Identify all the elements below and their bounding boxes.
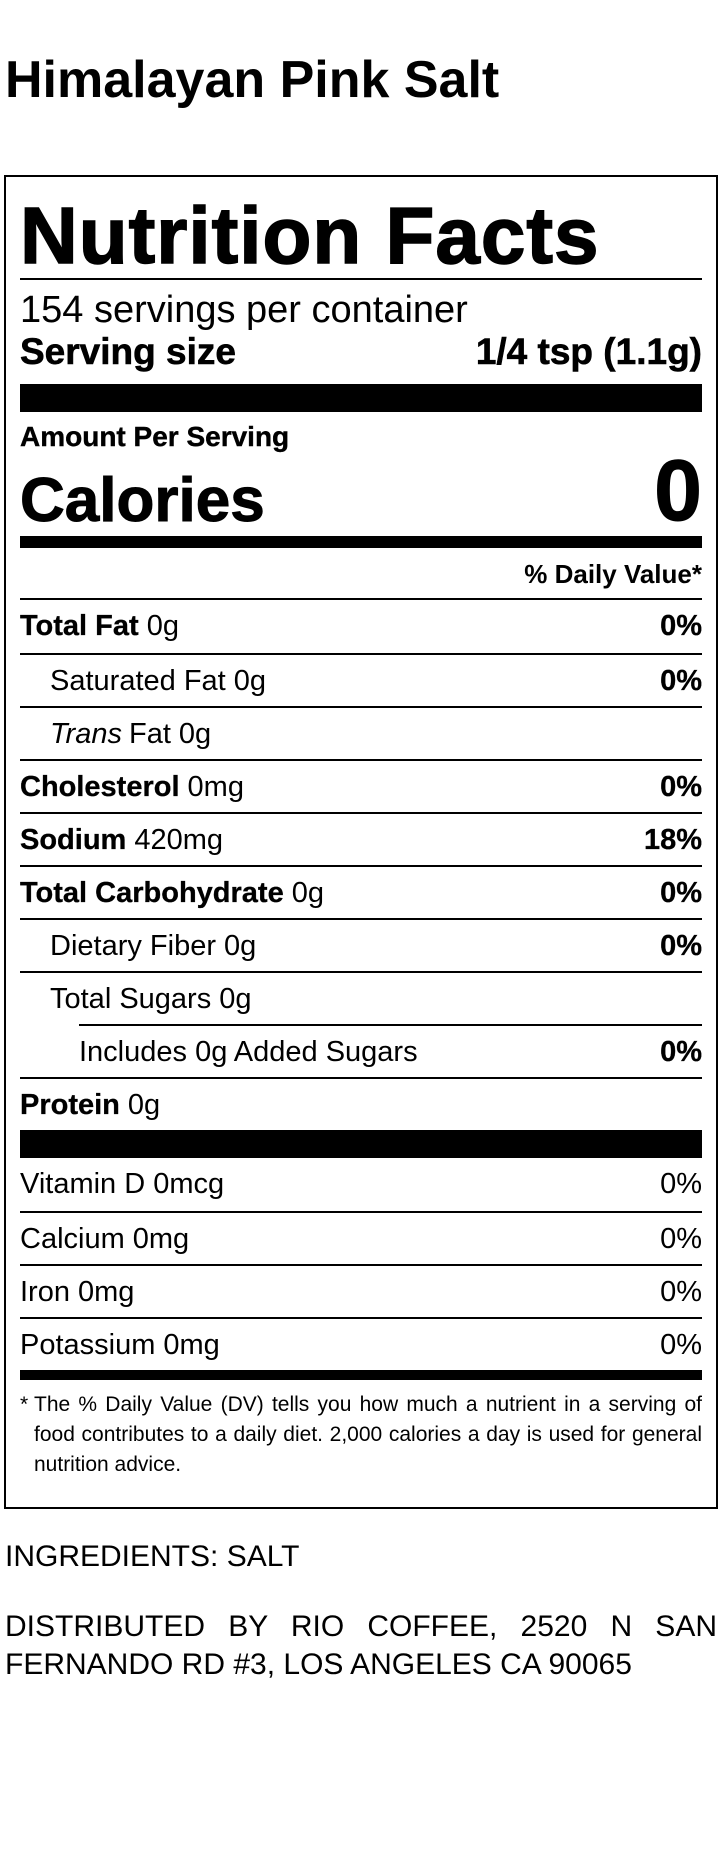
- nutrient-amount: 0g: [291, 877, 324, 909]
- nutrient: Dietary Fiber 0g: [20, 920, 256, 971]
- nutrient-amount: 0mg: [163, 1329, 220, 1361]
- nutrient-row: Trans Fat 0g: [20, 706, 702, 759]
- daily-value-header: % Daily Value*: [20, 548, 702, 600]
- label-heading: Nutrition Facts: [19, 177, 702, 281]
- daily-value: 0%: [660, 877, 702, 909]
- nutrient-amount: 0mg: [132, 1223, 190, 1255]
- nutrient: Cholesterol 0mg: [20, 761, 244, 812]
- nutrient-amount: 0mg: [187, 771, 244, 803]
- nutrient: Saturated Fat 0g: [20, 655, 266, 706]
- nutrient-row: Calcium 0mg 0%: [20, 1211, 702, 1264]
- daily-value: 0%: [660, 1276, 702, 1308]
- nutrient-name: Total Sugars: [50, 983, 212, 1015]
- amount-per-serving: Amount Per Serving: [20, 421, 290, 452]
- nutrient-name: Dietary Fiber: [50, 930, 216, 962]
- nutrient: Vitamin D 0mcg: [20, 1158, 224, 1211]
- nutrient: Trans Fat 0g: [20, 708, 211, 759]
- daily-value: 0%: [660, 665, 702, 697]
- product-title: Himalayan Pink Salt: [5, 51, 500, 109]
- nutrients: Total Fat 0g 0% Saturated Fat 0g 0% Trans Fat 0g…: [20, 600, 702, 1130]
- nutrient-amount: 0mg: [77, 1276, 135, 1308]
- divider: [20, 1130, 702, 1158]
- ingredients: INGREDIENTS: SALT: [5, 1540, 300, 1573]
- divider: [20, 536, 702, 548]
- nutrient-name: Calcium: [20, 1223, 125, 1255]
- daily-value: 18%: [643, 824, 702, 856]
- nutrient: Includes 0g Added Sugars: [79, 1026, 418, 1077]
- nutrient-name: Saturated Fat: [50, 665, 226, 697]
- nutrient-row: Iron 0mg 0%: [20, 1264, 702, 1317]
- nutrient-amount: 0g: [127, 1089, 161, 1121]
- nutrient: Iron 0mg: [20, 1266, 134, 1317]
- nutrient-name: Total Carbohydrate: [20, 877, 284, 909]
- nutrient-row: Sodium 420mg 18%: [20, 812, 702, 865]
- nutrient-row: Potassium 0mg 0%: [20, 1317, 702, 1370]
- calories-value: 0: [654, 443, 703, 539]
- nutrient: Total Sugars 0g: [20, 973, 251, 1024]
- nutrient-name: Potassium: [20, 1329, 156, 1361]
- nutrient: Sodium 420mg: [20, 814, 223, 865]
- nutrient-row: Protein 0g: [20, 1077, 702, 1130]
- nutrient: Protein 0g: [20, 1079, 160, 1130]
- nutrient-italic: Trans: [50, 718, 122, 750]
- daily-value: 0%: [660, 930, 702, 962]
- nutrient-amount: 0g: [219, 983, 252, 1015]
- nutrient-name: Includes 0g Added Sugars: [79, 1036, 418, 1068]
- footnote-mark: *: [20, 1393, 29, 1416]
- servings: 154 servings per container: [20, 289, 468, 331]
- nutrient-row: Cholesterol 0mg 0%: [20, 759, 702, 812]
- daily-value: 0%: [660, 771, 702, 803]
- nutrient: Total Fat 0g: [20, 600, 179, 653]
- nutrient-name: Protein: [20, 1089, 120, 1121]
- nutrient-name: Sodium: [20, 824, 127, 856]
- daily-value: 0%: [660, 1223, 702, 1255]
- divider: [20, 1370, 702, 1380]
- nutrient-row: Vitamin D 0mcg 0%: [20, 1158, 702, 1211]
- nutrient-amount: 420mg: [134, 824, 224, 856]
- daily-value: 0%: [660, 610, 702, 642]
- footnote: * The % Daily Value (DV) tells you how m…: [20, 1390, 702, 1480]
- nutrient-amount: 0g: [233, 665, 266, 697]
- calories-label: Calories: [20, 466, 266, 535]
- nutrient-row: Includes 0g Added Sugars 0%: [79, 1024, 702, 1077]
- serving-size-label: Serving size: [20, 331, 237, 372]
- vitamins: Vitamin D 0mcg 0% Calcium 0mg 0% Iron 0mg 0% Pota…: [20, 1158, 702, 1370]
- nutrient-amount: 0g: [146, 610, 179, 642]
- nutrient-row: Dietary Fiber 0g 0%: [20, 918, 702, 971]
- divider: [20, 384, 702, 412]
- serving-size-row: Serving size 1/4 tsp (1.1g): [20, 331, 703, 372]
- nutrient-name: Iron: [20, 1276, 70, 1308]
- nutrient-name: Fat: [128, 718, 171, 750]
- calories-row: Calories 0: [20, 448, 703, 535]
- nutrient-amount: 0mcg: [153, 1168, 225, 1200]
- nutrient-name: Total Fat: [20, 610, 139, 642]
- daily-value: 0%: [660, 1168, 702, 1200]
- nutrient-name: Cholesterol: [20, 771, 180, 803]
- footnote-text: The % Daily Value (DV) tells you how muc…: [34, 1393, 702, 1476]
- nutrient-row: Total Fat 0g 0%: [20, 600, 702, 653]
- serving-size: 1/4 tsp (1.1g): [475, 331, 703, 372]
- distributor: DISTRIBUTED BY RIO COFFEE, 2520 N SAN FE…: [5, 1610, 717, 1681]
- nutrient: Potassium 0mg: [20, 1319, 220, 1370]
- nutrition-label: Nutrition Facts 154 servings per contain…: [4, 175, 718, 1509]
- nutrient-row: Total Carbohydrate 0g 0%: [20, 865, 702, 918]
- nutrient-row: Total Sugars 0g: [20, 971, 702, 1024]
- nutrient-amount: 0g: [178, 718, 212, 750]
- daily-value: 0%: [660, 1329, 702, 1361]
- daily-value: 0%: [660, 1036, 702, 1068]
- nutrient: Calcium 0mg: [20, 1213, 189, 1264]
- nutrient: Total Carbohydrate 0g: [20, 867, 324, 918]
- nutrient-name: Vitamin D: [20, 1168, 146, 1200]
- nutrient-amount: 0g: [224, 930, 257, 962]
- nutrient-row: Saturated Fat 0g 0%: [20, 653, 702, 706]
